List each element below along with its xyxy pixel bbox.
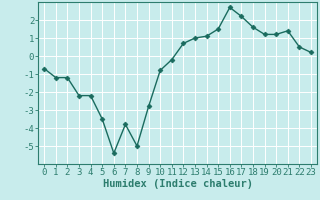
- X-axis label: Humidex (Indice chaleur): Humidex (Indice chaleur): [103, 179, 252, 189]
